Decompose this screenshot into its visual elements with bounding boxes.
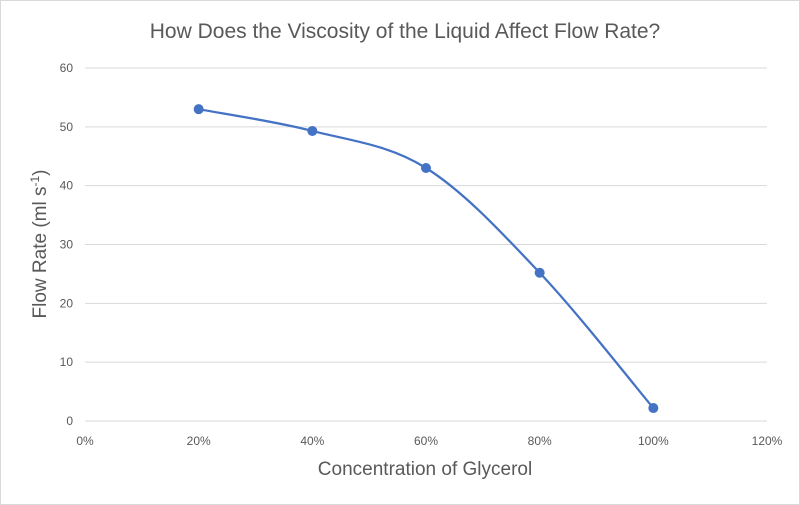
- x-tick-label: 80%: [528, 434, 552, 448]
- y-tick-label: 20: [60, 296, 74, 310]
- x-tick-label: 40%: [300, 434, 324, 448]
- y-tick-label: 50: [60, 120, 74, 134]
- y-tick-label: 40: [60, 179, 74, 193]
- y-tick-label: 10: [60, 355, 74, 369]
- y-axis-title-superscript: -1: [28, 176, 42, 187]
- series-markers: [193, 104, 659, 414]
- x-tick-label: 0%: [76, 434, 94, 448]
- x-axis-title: Concentration of Glycerol: [318, 459, 532, 480]
- chart-title: How Does the Viscosity of the Liquid Aff…: [150, 20, 661, 43]
- y-axis-title-main: Flow Rate (ml s: [30, 187, 51, 319]
- data-point-marker: [193, 104, 204, 115]
- data-point-marker: [648, 403, 659, 414]
- x-tick-label: 20%: [187, 434, 211, 448]
- y-axis-ticks: 0 10 20 30 40 50 60: [60, 61, 74, 428]
- y-axis-title: Flow Rate (ml s-1): [28, 170, 51, 319]
- data-point-marker: [307, 125, 318, 136]
- y-tick-label: 30: [60, 238, 74, 252]
- x-axis-ticks: 0% 20% 40% 60% 80% 100% 120%: [76, 434, 782, 448]
- x-tick-label: 120%: [752, 434, 783, 448]
- gridlines: [85, 67, 767, 422]
- y-tick-label: 60: [60, 61, 74, 75]
- y-axis-title-end: ): [30, 170, 51, 176]
- series-line: [198, 108, 655, 409]
- y-tick-label: 0: [66, 414, 73, 428]
- x-tick-label: 60%: [414, 434, 438, 448]
- data-point-marker: [421, 163, 431, 174]
- data-point-marker: [534, 267, 545, 278]
- x-tick-label: 100%: [638, 434, 669, 448]
